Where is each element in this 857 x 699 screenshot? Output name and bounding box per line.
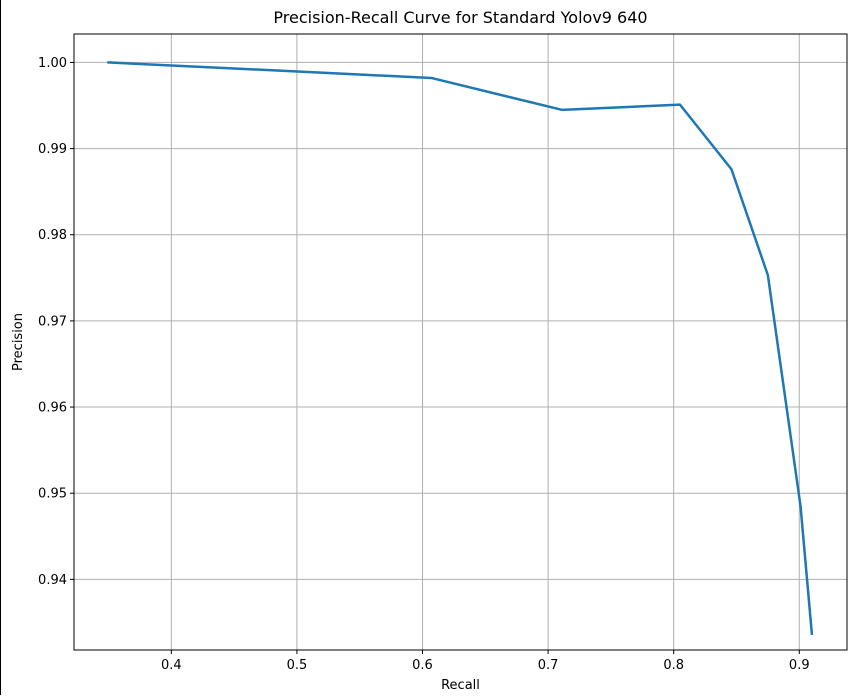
ticks: 0.4 0.5 0.6 0.7 0.8 0.9 0.94 0.95 0.96 0.97 0.98 0.… [38,56,810,673]
y-tick-label: 0.96 [38,401,67,416]
x-axis-label: Recall [441,678,480,693]
y-tick-label: 0.94 [38,573,67,588]
y-tick-label: 0.99 [38,142,67,157]
y-tick-label: 0.95 [38,487,67,502]
x-tick-label: 0.8 [663,658,684,673]
y-tick-label: 0.98 [38,228,67,243]
y-tick-label: 0.97 [38,314,67,329]
axes-frame [73,33,848,651]
y-axis-label: Precision [11,313,26,371]
grid [74,34,847,650]
x-tick-label: 0.5 [287,658,308,673]
chart-title: Precision-Recall Curve for Standard Yolo… [273,8,647,27]
series-layer [107,61,814,635]
pr-curve-line [107,61,814,635]
x-tick-label: 0.9 [789,658,810,673]
x-tick-label: 0.7 [538,658,559,673]
x-tick-label: 0.4 [161,658,182,673]
y-tick-label: 1.00 [38,56,67,71]
x-tick-label: 0.6 [412,658,433,673]
